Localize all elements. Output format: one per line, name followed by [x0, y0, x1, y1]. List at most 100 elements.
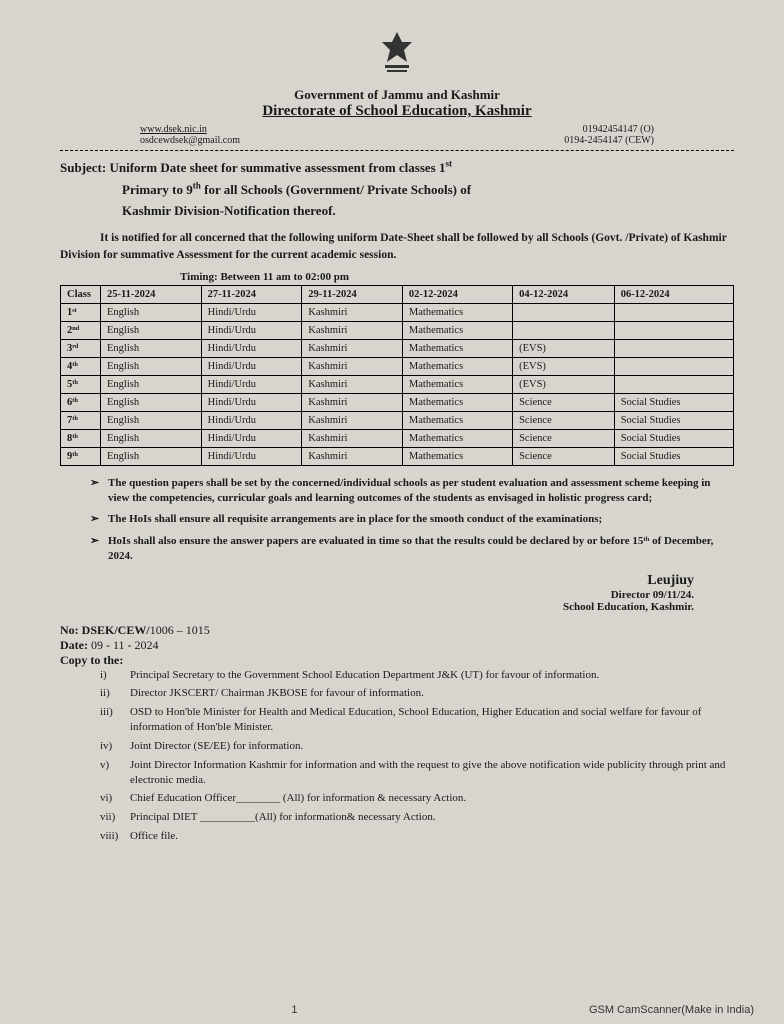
- copy-item-text: Chief Education Officer________ (All) fo…: [130, 792, 466, 804]
- table-cell: Social Studies: [614, 429, 733, 447]
- copy-item: i) Principal Secretary to the Government …: [100, 668, 734, 683]
- table-cell: Kashmiri: [302, 303, 403, 321]
- table-cell: Mathematics: [402, 375, 512, 393]
- copy-item-text: Director JKSCERT/ Chairman JKBOSE for fa…: [130, 687, 424, 699]
- contact-row-2: osdcewdsek@gmail.com 0194-2454147 (CEW): [60, 135, 734, 146]
- table-cell: Mathematics: [402, 303, 512, 321]
- copy-item-num: vi): [100, 791, 112, 806]
- ref-date-label: Date:: [60, 638, 88, 652]
- subject-sup2: th: [193, 181, 201, 191]
- table-cell: Kashmiri: [302, 357, 403, 375]
- table-cell: Kashmiri: [302, 375, 403, 393]
- table-header: 04-12-2024: [513, 285, 615, 303]
- table-cell: 4ᵗʰ: [61, 357, 101, 375]
- director-label: Director: [611, 589, 650, 601]
- copy-item-text: Joint Director (SE/EE) for information.: [130, 740, 303, 752]
- table-cell: [513, 303, 615, 321]
- table-cell: Hindi/Urdu: [201, 357, 302, 375]
- phone-office: 01942454147 (O): [583, 124, 654, 135]
- subject-block: Subject: Uniform Date sheet for summativ…: [60, 157, 734, 222]
- copy-item-num: vii): [100, 810, 115, 825]
- reference-block: No: DSEK/CEW/1006 – 1015 Date: 09 - 11 -…: [60, 623, 734, 653]
- table-header: Class: [61, 285, 101, 303]
- copy-item: iv) Joint Director (SE/EE) for informatio…: [100, 739, 734, 754]
- table-row: 3ʳᵈEnglishHindi/UrduKashmiriMathematics(…: [61, 339, 734, 357]
- copy-item: iii) OSD to Hon'ble Minister for Health a…: [100, 705, 734, 735]
- copy-item-text: OSD to Hon'ble Minister for Health and M…: [130, 706, 701, 733]
- website: www.dsek.nic.in: [140, 124, 207, 135]
- table-cell: Kashmiri: [302, 339, 403, 357]
- table-cell: Hindi/Urdu: [201, 411, 302, 429]
- table-cell: [614, 375, 733, 393]
- ref-date-value: 09 - 11 - 2024: [91, 638, 159, 652]
- table-cell: 5ᵗʰ: [61, 375, 101, 393]
- notes-list: The question papers shall be set by the …: [60, 476, 734, 565]
- table-cell: English: [101, 339, 202, 357]
- table-cell: English: [101, 447, 202, 465]
- table-cell: Science: [513, 429, 615, 447]
- copy-item: vii) Principal DIET __________(All) for i…: [100, 810, 734, 825]
- table-cell: English: [101, 303, 202, 321]
- table-cell: English: [101, 375, 202, 393]
- table-row: 6ᵗʰEnglishHindi/UrduKashmiriMathematicsS…: [61, 393, 734, 411]
- signature-scribble: Leujiuy: [647, 573, 694, 588]
- table-cell: [513, 321, 615, 339]
- table-cell: (EVS): [513, 339, 615, 357]
- copy-item: vi) Chief Education Officer________ (All)…: [100, 791, 734, 806]
- table-cell: Kashmiri: [302, 321, 403, 339]
- copy-item-num: i): [100, 668, 107, 683]
- emblem-icon: [60, 30, 734, 83]
- table-row: 4ᵗʰEnglishHindi/UrduKashmiriMathematics(…: [61, 357, 734, 375]
- datesheet-table: Class25-11-202427-11-202429-11-202402-12…: [60, 285, 734, 466]
- table-row: 1ˢᵗEnglishHindi/UrduKashmiriMathematics: [61, 303, 734, 321]
- table-cell: Mathematics: [402, 357, 512, 375]
- copy-to-list: i) Principal Secretary to the Government …: [60, 668, 734, 844]
- table-cell: 8ᵗʰ: [61, 429, 101, 447]
- table-cell: [614, 303, 733, 321]
- table-cell: 6ᵗʰ: [61, 393, 101, 411]
- copy-item-num: iii): [100, 705, 113, 720]
- table-cell: Hindi/Urdu: [201, 447, 302, 465]
- subject-sup1: st: [445, 159, 452, 169]
- page-footer: 1 GSM CamScanner(Make in India): [0, 1004, 784, 1016]
- note-item: The question papers shall be set by the …: [90, 476, 734, 507]
- table-cell: 7ᵗʰ: [61, 411, 101, 429]
- table-cell: Science: [513, 411, 615, 429]
- copy-item-text: Principal DIET __________(All) for infor…: [130, 811, 436, 823]
- contact-row-1: www.dsek.nic.in 01942454147 (O): [60, 124, 734, 135]
- copy-item-num: iv): [100, 739, 112, 754]
- page-number: 1: [291, 1004, 297, 1016]
- note-item: The HoIs shall ensure all requisite arra…: [90, 512, 734, 527]
- table-cell: 3ʳᵈ: [61, 339, 101, 357]
- table-cell: Hindi/Urdu: [201, 393, 302, 411]
- table-row: 5ᵗʰEnglishHindi/UrduKashmiriMathematics(…: [61, 375, 734, 393]
- table-cell: Hindi/Urdu: [201, 321, 302, 339]
- table-header: 27-11-2024: [201, 285, 302, 303]
- directorate-title: Directorate of School Education, Kashmir: [60, 103, 734, 120]
- timing-line: Timing: Between 11 am to 02:00 pm: [60, 271, 734, 283]
- ref-no-value: 1006 – 1015: [150, 623, 210, 637]
- table-header: 06-12-2024: [614, 285, 733, 303]
- copy-item-text: Principal Secretary to the Government Sc…: [130, 669, 599, 681]
- copy-item-num: ii): [100, 686, 110, 701]
- table-cell: [614, 321, 733, 339]
- table-cell: [614, 339, 733, 357]
- copy-to-label: Copy to the:: [60, 653, 734, 668]
- table-cell: Kashmiri: [302, 393, 403, 411]
- table-row: 2ⁿᵈEnglishHindi/UrduKashmiriMathematics: [61, 321, 734, 339]
- table-cell: (EVS): [513, 375, 615, 393]
- table-cell: 2ⁿᵈ: [61, 321, 101, 339]
- copy-item-text: Office file.: [130, 830, 178, 842]
- table-row: 8ᵗʰEnglishHindi/UrduKashmiriMathematicsS…: [61, 429, 734, 447]
- copy-item-text: Joint Director Information Kashmir for i…: [130, 759, 725, 786]
- table-cell: [614, 357, 733, 375]
- table-cell: English: [101, 321, 202, 339]
- signature-block: Leujiuy Director 09/11/24. School Educat…: [60, 573, 734, 613]
- table-cell: Kashmiri: [302, 411, 403, 429]
- table-cell: Kashmiri: [302, 429, 403, 447]
- subject-line3: Kashmir Division-Notification thereof.: [60, 203, 336, 218]
- table-row: 9ᵗʰEnglishHindi/UrduKashmiriMathematicsS…: [61, 447, 734, 465]
- table-cell: Social Studies: [614, 393, 733, 411]
- office-name: School Education, Kashmir.: [563, 601, 694, 613]
- copy-item: viii)Office file.: [100, 829, 734, 844]
